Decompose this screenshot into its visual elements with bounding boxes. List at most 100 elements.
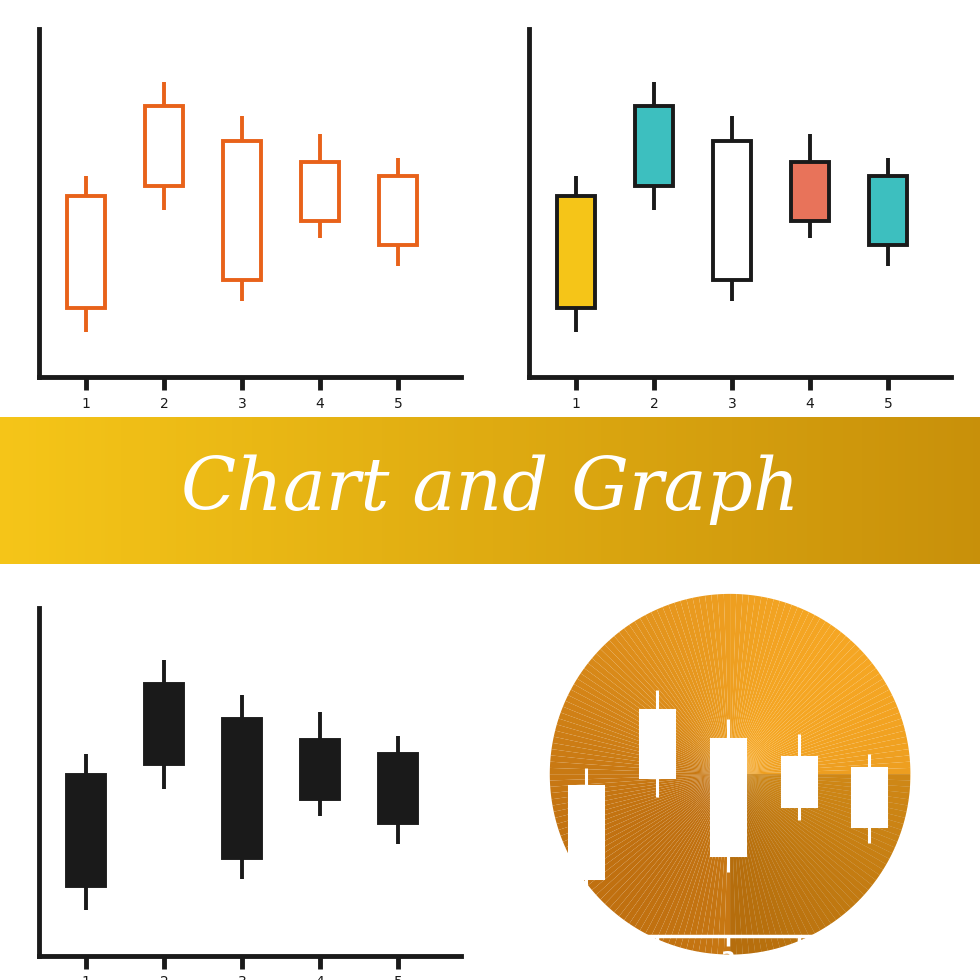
Bar: [630, 416, 634, 564]
Bar: [493, 416, 497, 564]
Wedge shape: [730, 618, 826, 774]
Bar: [291, 416, 294, 564]
Wedge shape: [705, 595, 730, 774]
Bar: [663, 416, 666, 564]
Bar: [0, 416, 3, 564]
Bar: [46, 416, 49, 564]
Wedge shape: [730, 774, 906, 818]
Bar: [516, 416, 519, 564]
Wedge shape: [730, 774, 792, 946]
Bar: [320, 416, 323, 564]
Bar: [252, 416, 255, 564]
Wedge shape: [559, 712, 730, 774]
Wedge shape: [565, 774, 730, 854]
Wedge shape: [711, 594, 730, 774]
Wedge shape: [724, 774, 730, 955]
Bar: [899, 416, 902, 564]
Wedge shape: [680, 599, 730, 774]
Bar: [302, 162, 339, 220]
Bar: [885, 416, 889, 564]
Bar: [879, 416, 882, 564]
Bar: [271, 416, 274, 564]
Wedge shape: [730, 774, 736, 955]
Bar: [820, 416, 823, 564]
Bar: [477, 416, 480, 564]
Bar: [39, 416, 42, 564]
Wedge shape: [730, 774, 902, 836]
Bar: [755, 416, 758, 564]
Bar: [853, 416, 856, 564]
Bar: [336, 416, 340, 564]
Wedge shape: [693, 774, 730, 952]
Bar: [771, 416, 774, 564]
Bar: [196, 416, 199, 564]
Wedge shape: [730, 774, 841, 920]
Bar: [846, 416, 850, 564]
Wedge shape: [711, 774, 730, 955]
Wedge shape: [730, 774, 859, 904]
Bar: [941, 416, 944, 564]
Wedge shape: [651, 774, 730, 939]
Wedge shape: [730, 774, 892, 858]
Bar: [213, 416, 216, 564]
Wedge shape: [580, 668, 730, 774]
Wedge shape: [550, 774, 730, 793]
Wedge shape: [629, 621, 730, 774]
Bar: [147, 416, 150, 564]
Bar: [787, 416, 791, 564]
Bar: [519, 416, 522, 564]
Wedge shape: [730, 601, 786, 774]
Bar: [340, 416, 343, 564]
Bar: [458, 416, 461, 564]
Wedge shape: [552, 774, 730, 806]
Bar: [970, 416, 973, 564]
Bar: [892, 416, 895, 564]
Wedge shape: [629, 774, 730, 927]
Bar: [948, 416, 951, 564]
Wedge shape: [730, 599, 780, 774]
Bar: [160, 416, 164, 564]
Wedge shape: [730, 761, 910, 774]
Bar: [853, 768, 887, 826]
Bar: [575, 416, 578, 564]
Bar: [186, 416, 189, 564]
Bar: [62, 416, 66, 564]
Wedge shape: [571, 774, 730, 864]
Bar: [859, 416, 862, 564]
Bar: [81, 416, 85, 564]
Bar: [774, 416, 777, 564]
Wedge shape: [686, 774, 730, 951]
Bar: [510, 416, 513, 564]
Bar: [248, 416, 252, 564]
Wedge shape: [571, 684, 730, 774]
Bar: [26, 416, 29, 564]
Wedge shape: [563, 701, 730, 774]
Wedge shape: [717, 594, 730, 774]
Wedge shape: [730, 594, 736, 774]
Bar: [399, 416, 402, 564]
Bar: [703, 416, 706, 564]
Bar: [307, 416, 311, 564]
Wedge shape: [610, 774, 730, 912]
Bar: [710, 739, 745, 855]
Bar: [66, 416, 69, 564]
Wedge shape: [646, 774, 730, 936]
Bar: [536, 416, 539, 564]
Wedge shape: [555, 724, 730, 774]
Bar: [164, 416, 167, 564]
Wedge shape: [657, 774, 730, 942]
Bar: [620, 416, 624, 564]
Bar: [565, 416, 568, 564]
Bar: [781, 416, 784, 564]
Bar: [17, 416, 20, 564]
Bar: [314, 416, 317, 564]
Bar: [914, 416, 918, 564]
Bar: [627, 416, 630, 564]
Bar: [301, 416, 304, 564]
Wedge shape: [730, 615, 820, 774]
Bar: [59, 416, 62, 564]
Wedge shape: [730, 640, 856, 774]
Wedge shape: [730, 774, 898, 848]
Bar: [706, 416, 709, 564]
Bar: [522, 416, 526, 564]
